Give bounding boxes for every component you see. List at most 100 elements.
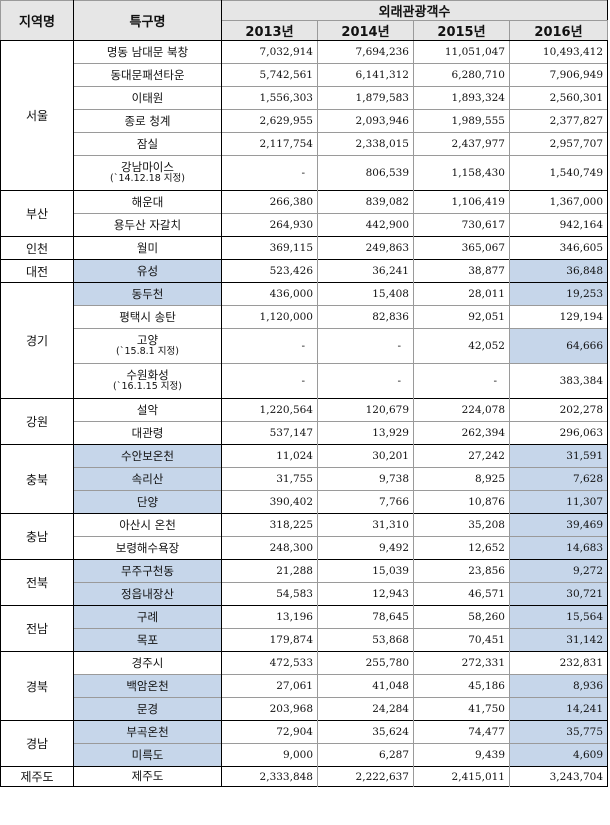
visitor-count-cell: 3,243,704	[509, 766, 609, 787]
visitor-count-cell: 1,120,000	[221, 305, 318, 329]
designation-date-label: (`15.8.1 지정)	[116, 346, 179, 357]
visitor-count-cell: 232,831	[509, 651, 609, 675]
zone-name-label: 월미	[136, 240, 159, 255]
zone-name-cell: 아산시 온천	[73, 513, 222, 537]
visitor-count-cell: 318,225	[221, 513, 318, 537]
visitor-count-cell: 2,629,955	[221, 109, 318, 133]
zone-name-cell: 경주시	[73, 651, 222, 675]
zone-name-cell: 해운대	[73, 190, 222, 214]
table-row: 동대문패션타운 5,742,561 6,141,312 6,280,710 7,906,…	[1, 63, 609, 87]
zone-name-label: 미륵도	[131, 747, 164, 762]
zone-name-cell: 강남마이스 (`14.12.18 지정)	[73, 155, 222, 191]
visitor-count-cell: 296,063	[509, 421, 609, 445]
visitor-count-cell: 45,186	[413, 674, 510, 698]
table-row: 정읍내장산 54,583 12,943 46,571 30,721	[1, 582, 609, 606]
table-row: 고양 (`15.8.1 지정) - -42,052 64,666	[1, 328, 609, 364]
visitors-header: 외래관광객수	[220, 0, 609, 21]
table-row: 백암온천 27,061 41,048 45,186 8,936	[1, 674, 609, 698]
table-row: 평택시 송탄 1,120,000 82,836 92,051 129,194	[1, 305, 609, 329]
visitor-count-cell: 839,082	[317, 190, 414, 214]
table-row: 목포 179,874 53,868 70,451 31,142	[1, 628, 609, 652]
visitor-count-cell: 27,061	[221, 674, 318, 698]
zone-name-cell: 단양	[73, 490, 222, 514]
region-header: 지역명	[0, 0, 74, 41]
zone-name-label: 수원화성	[126, 368, 169, 382]
visitor-count-cell: 249,863	[317, 236, 414, 260]
zone-name-cell: 용두산 자갈치	[73, 213, 222, 237]
visitor-count-cell: 31,310	[317, 513, 414, 537]
zone-name-cell: 제주도	[73, 766, 222, 787]
visitor-count-cell: 272,331	[413, 651, 510, 675]
visitor-count-cell: 74,477	[413, 720, 510, 744]
year-header-2013: 2013년	[221, 20, 318, 41]
table-row: 문경 203,968 24,284 41,750 14,241	[1, 697, 609, 721]
visitor-count-cell: 11,051,047	[413, 40, 510, 64]
visitor-count-cell: 255,780	[317, 651, 414, 675]
visitor-count-cell: 2,117,754	[221, 132, 318, 156]
region-cell: 부산	[0, 190, 74, 237]
visitor-count-cell: 30,721	[509, 582, 609, 606]
zone-name-cell: 보령해수욕장	[73, 536, 222, 560]
visitor-count-cell: -	[413, 363, 510, 399]
visitor-count-cell: 806,539	[317, 155, 414, 191]
zone-name-label: 부곡온천	[126, 724, 169, 739]
zone-name-label: 설악	[136, 402, 159, 417]
zone-name-cell: 수원화성 (`16.1.15 지정)	[73, 363, 222, 399]
zone-name-label: 정읍내장산	[121, 586, 174, 601]
visitor-count-cell: 53,868	[317, 628, 414, 652]
visitor-count-cell: 1,220,564	[221, 398, 318, 422]
table-row: 부산 해운대 266,380 839,082 1,106,419 1,367,000	[0, 190, 609, 237]
table-row: 대전 유성 523,426 36,241 38,877 36,848	[0, 259, 609, 283]
visitor-count-cell: -	[221, 155, 318, 191]
table-row: 전남 구례 13,196 78,645 58,260 15,564	[0, 605, 609, 652]
designation-date-label: (`16.1.15 지정)	[113, 381, 182, 392]
visitor-count-cell: 2,333,848	[221, 766, 318, 787]
visitor-count-cell: 179,874	[221, 628, 318, 652]
visitor-count-cell: 54,583	[221, 582, 318, 606]
visitor-count-cell: 2,222,637	[317, 766, 414, 787]
visitor-count-cell: 15,408	[317, 282, 414, 306]
zone-name-label: 구례	[136, 609, 159, 624]
visitor-count-cell: 266,380	[221, 190, 318, 214]
zone-name-cell: 목포	[73, 628, 222, 652]
visitor-count-cell: 82,836	[317, 305, 414, 329]
year-header-2014: 2014년	[317, 20, 414, 41]
visitor-count-cell: 13,196	[221, 605, 318, 629]
visitor-count-cell: 2,437,977	[413, 132, 510, 156]
table-row: 이태원 1,556,303 1,879,583 1,893,324 2,560,301	[1, 86, 609, 110]
visitor-count-cell: 14,241	[509, 697, 609, 721]
visitor-count-cell: 1,556,303	[221, 86, 318, 110]
zone-name-cell: 이태원	[73, 86, 222, 110]
zone-name-cell: 백암온천	[73, 674, 222, 698]
zone-name-label: 동대문패션타운	[110, 67, 185, 82]
region-cell: 충남	[0, 513, 74, 560]
visitor-count-cell: 23,856	[413, 559, 510, 583]
zone-name-label: 목포	[136, 632, 159, 647]
zone-name-label: 종로 청계	[124, 113, 171, 128]
visitor-count-cell: 523,426	[221, 259, 318, 283]
visitor-count-cell: 11,024	[221, 444, 318, 468]
visitor-count-cell: 92,051	[413, 305, 510, 329]
visitor-count-cell: 262,394	[413, 421, 510, 445]
visitor-count-cell: 9,000	[221, 743, 318, 767]
designation-date-label: (`14.12.18 지정)	[110, 173, 185, 184]
visitor-count-cell: 21,288	[221, 559, 318, 583]
table-row: 전북 무주구천동 21,288 15,039 23,856 9,272	[0, 559, 609, 606]
visitor-count-cell: 12,943	[317, 582, 414, 606]
table-row: 충남 아산시 온천 318,225 31,310 35,208 39,469	[0, 513, 609, 560]
region-cell: 경북	[0, 651, 74, 721]
zone-header: 특구명	[73, 0, 222, 41]
visitor-count-cell: 1,540,749	[509, 155, 609, 191]
region-cell: 전남	[0, 605, 74, 652]
visitor-count-cell: 39,469	[509, 513, 609, 537]
visitor-count-cell: 2,377,827	[509, 109, 609, 133]
visitor-count-cell: 9,738	[317, 467, 414, 491]
region-cell: 경기	[0, 282, 74, 399]
visitor-count-cell: 35,208	[413, 513, 510, 537]
visitor-count-cell: 7,906,949	[509, 63, 609, 87]
visitor-count-cell: 224,078	[413, 398, 510, 422]
zone-name-cell: 부곡온천	[73, 720, 222, 744]
visitor-count-cell: 1,158,430	[413, 155, 510, 191]
table-row: 미륵도 9,000 6,287 9,439 4,609	[1, 743, 609, 767]
zone-name-label: 단양	[136, 494, 159, 509]
